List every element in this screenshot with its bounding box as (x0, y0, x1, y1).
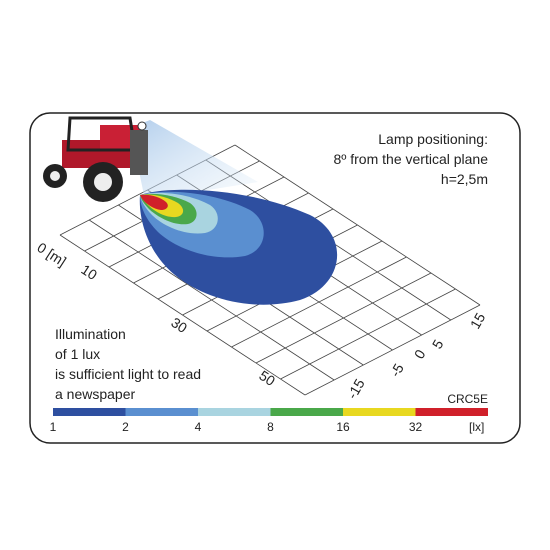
light-cone (130, 120, 258, 200)
model: CRC5E (447, 392, 488, 406)
title-line: Lamp positioning: (378, 131, 488, 147)
note-line: Illumination (55, 326, 126, 342)
note-line: of 1 lux (55, 346, 100, 362)
scale-label: 1 (50, 420, 57, 434)
scale-label: 2 (122, 420, 129, 434)
distance-label: 10 (78, 261, 100, 283)
distance-label: 30 (168, 314, 190, 336)
title-line: 8º from the vertical plane (333, 151, 488, 167)
grid-line (88, 219, 335, 381)
beam (139, 189, 338, 305)
scale-unit: [lx] (469, 420, 484, 434)
scale-segment (125, 408, 198, 416)
scale-segment (415, 408, 488, 416)
distance-label: 50 (256, 367, 278, 389)
note-line: is sufficient light to read (55, 366, 201, 382)
title-line: h=2,5m (441, 171, 488, 187)
scale-segment (53, 408, 126, 416)
color-scale: 1 2 4 8 16 32 (50, 408, 488, 434)
scale-segment (198, 408, 271, 416)
width-label: 15 (467, 310, 489, 332)
grid-line (234, 144, 481, 306)
scale-label: 32 (409, 420, 423, 434)
scale-segment (270, 408, 343, 416)
scale-label: 16 (336, 420, 350, 434)
tractor (43, 116, 148, 202)
note-line: a newspaper (55, 386, 136, 402)
scale-label: 4 (195, 420, 202, 434)
scale-label: 8 (267, 420, 274, 434)
grid-line (59, 234, 306, 396)
scale-segment (343, 408, 416, 416)
